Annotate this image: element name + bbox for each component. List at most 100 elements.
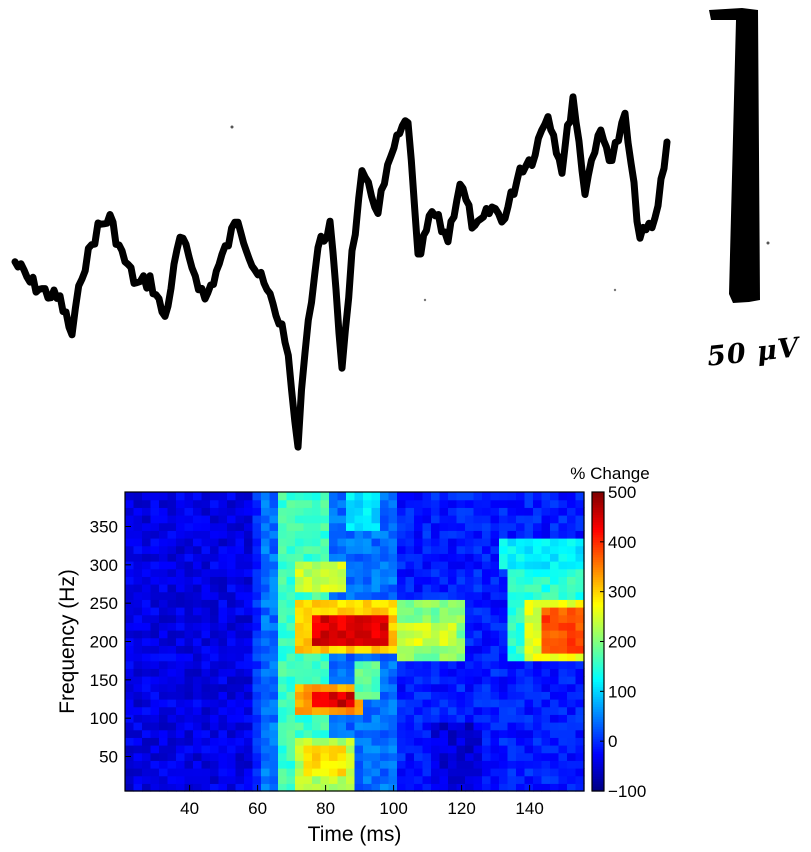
- heatmap-cell: [346, 599, 356, 608]
- heatmap-cell: [269, 729, 279, 738]
- colorbar-segment: [592, 611, 604, 615]
- heatmap-cell: [227, 545, 237, 554]
- heatmap-cell: [439, 630, 449, 639]
- heatmap-cell: [533, 584, 543, 593]
- heatmap-cell: [244, 645, 254, 654]
- heatmap-cell: [312, 507, 322, 516]
- heatmap-cell: [516, 660, 526, 669]
- heatmap-cell: [473, 683, 483, 692]
- heatmap-cell: [388, 637, 398, 646]
- heatmap-cell: [524, 775, 534, 784]
- heatmap-cell: [448, 614, 458, 623]
- heatmap-cell: [380, 737, 390, 746]
- heatmap-cell: [465, 691, 475, 700]
- heatmap-cell: [320, 714, 330, 723]
- heatmap-cell: [150, 706, 160, 715]
- heatmap-cell: [354, 653, 364, 662]
- heatmap-cell: [388, 568, 398, 577]
- heatmap-cell: [371, 515, 381, 524]
- heatmap-cell: [346, 752, 356, 761]
- heatmap-cell: [541, 714, 551, 723]
- heatmap-cell: [227, 783, 237, 792]
- heatmap-cell: [507, 538, 517, 547]
- colorbar-segment: [592, 761, 604, 765]
- colorbar-segment: [592, 778, 604, 782]
- heatmap-cell: [303, 637, 313, 646]
- heatmap-cell: [346, 622, 356, 631]
- heatmap-cell: [320, 622, 330, 631]
- heatmap-cell: [439, 499, 449, 508]
- heatmap-cell: [261, 668, 271, 677]
- heatmap-cell: [193, 492, 203, 501]
- heatmap-cell: [575, 783, 585, 792]
- heatmap-cell: [541, 691, 551, 700]
- heatmap-cell: [541, 538, 551, 547]
- heatmap-cell: [295, 614, 305, 623]
- colorbar-segment: [592, 614, 604, 618]
- heatmap-cell: [312, 745, 322, 754]
- heatmap-cell: [235, 545, 245, 554]
- heatmap-cell: [133, 729, 143, 738]
- heatmap-cell: [252, 584, 262, 593]
- x-tick-label: 60: [248, 799, 267, 818]
- heatmap-cell: [201, 783, 211, 792]
- heatmap-cell: [380, 630, 390, 639]
- heatmap-cell: [482, 752, 492, 761]
- heatmap-cell: [354, 714, 364, 723]
- heatmap-cell: [431, 630, 441, 639]
- heatmap-cell: [269, 530, 279, 539]
- heatmap-cell: [142, 660, 152, 669]
- heatmap-cell: [397, 645, 407, 654]
- heatmap-cell: [550, 530, 560, 539]
- heatmap-cell: [397, 614, 407, 623]
- heatmap-cell: [244, 660, 254, 669]
- heatmap-cell: [286, 499, 296, 508]
- heatmap-cell: [167, 760, 177, 769]
- heatmap-cell: [133, 499, 143, 508]
- heatmap-cell: [193, 760, 203, 769]
- heatmap-cell: [286, 622, 296, 631]
- heatmap-cell: [499, 668, 509, 677]
- heatmap-cell: [473, 737, 483, 746]
- heatmap-cell: [193, 576, 203, 585]
- heatmap-cell: [337, 568, 347, 577]
- heatmap-cell: [482, 768, 492, 777]
- heatmap-cell: [397, 706, 407, 715]
- heatmap-cell: [533, 706, 543, 715]
- heatmap-cell: [465, 637, 475, 646]
- heatmap-cell: [465, 676, 475, 685]
- heatmap-cell: [286, 714, 296, 723]
- heatmap-cell: [320, 492, 330, 501]
- heatmap-cell: [261, 783, 271, 792]
- heatmap-cell: [482, 660, 492, 669]
- heatmap-cell: [473, 745, 483, 754]
- heatmap-cell: [507, 676, 517, 685]
- heatmap-cell: [541, 614, 551, 623]
- heatmap-cell: [201, 607, 211, 616]
- heatmap-cell: [142, 691, 152, 700]
- heatmap-cell: [167, 653, 177, 662]
- heatmap-cell: [176, 599, 186, 608]
- heatmap-cell: [448, 545, 458, 554]
- heatmap-cell: [337, 553, 347, 562]
- heatmap-cell: [235, 752, 245, 761]
- heatmap-cell: [422, 614, 432, 623]
- y-tick-label: 50: [99, 748, 118, 767]
- heatmap-cell: [380, 745, 390, 754]
- colorbar-segment: [592, 584, 604, 588]
- heatmap-cell: [405, 499, 415, 508]
- heatmap-cell: [312, 599, 322, 608]
- heatmap-cell: [278, 699, 288, 708]
- colorbar-segment: [592, 586, 604, 590]
- heatmap-cell: [524, 660, 534, 669]
- heatmap-cell: [371, 637, 381, 646]
- colorbar-segment: [592, 706, 604, 710]
- colorbar-segment: [592, 619, 604, 623]
- heatmap-cell: [235, 530, 245, 539]
- heatmap-cell: [303, 653, 313, 662]
- heatmap-cell: [431, 691, 441, 700]
- heatmap-cell: [329, 576, 339, 585]
- colorbar-segment: [592, 559, 604, 563]
- heatmap-cell: [142, 706, 152, 715]
- heatmap-cell: [465, 745, 475, 754]
